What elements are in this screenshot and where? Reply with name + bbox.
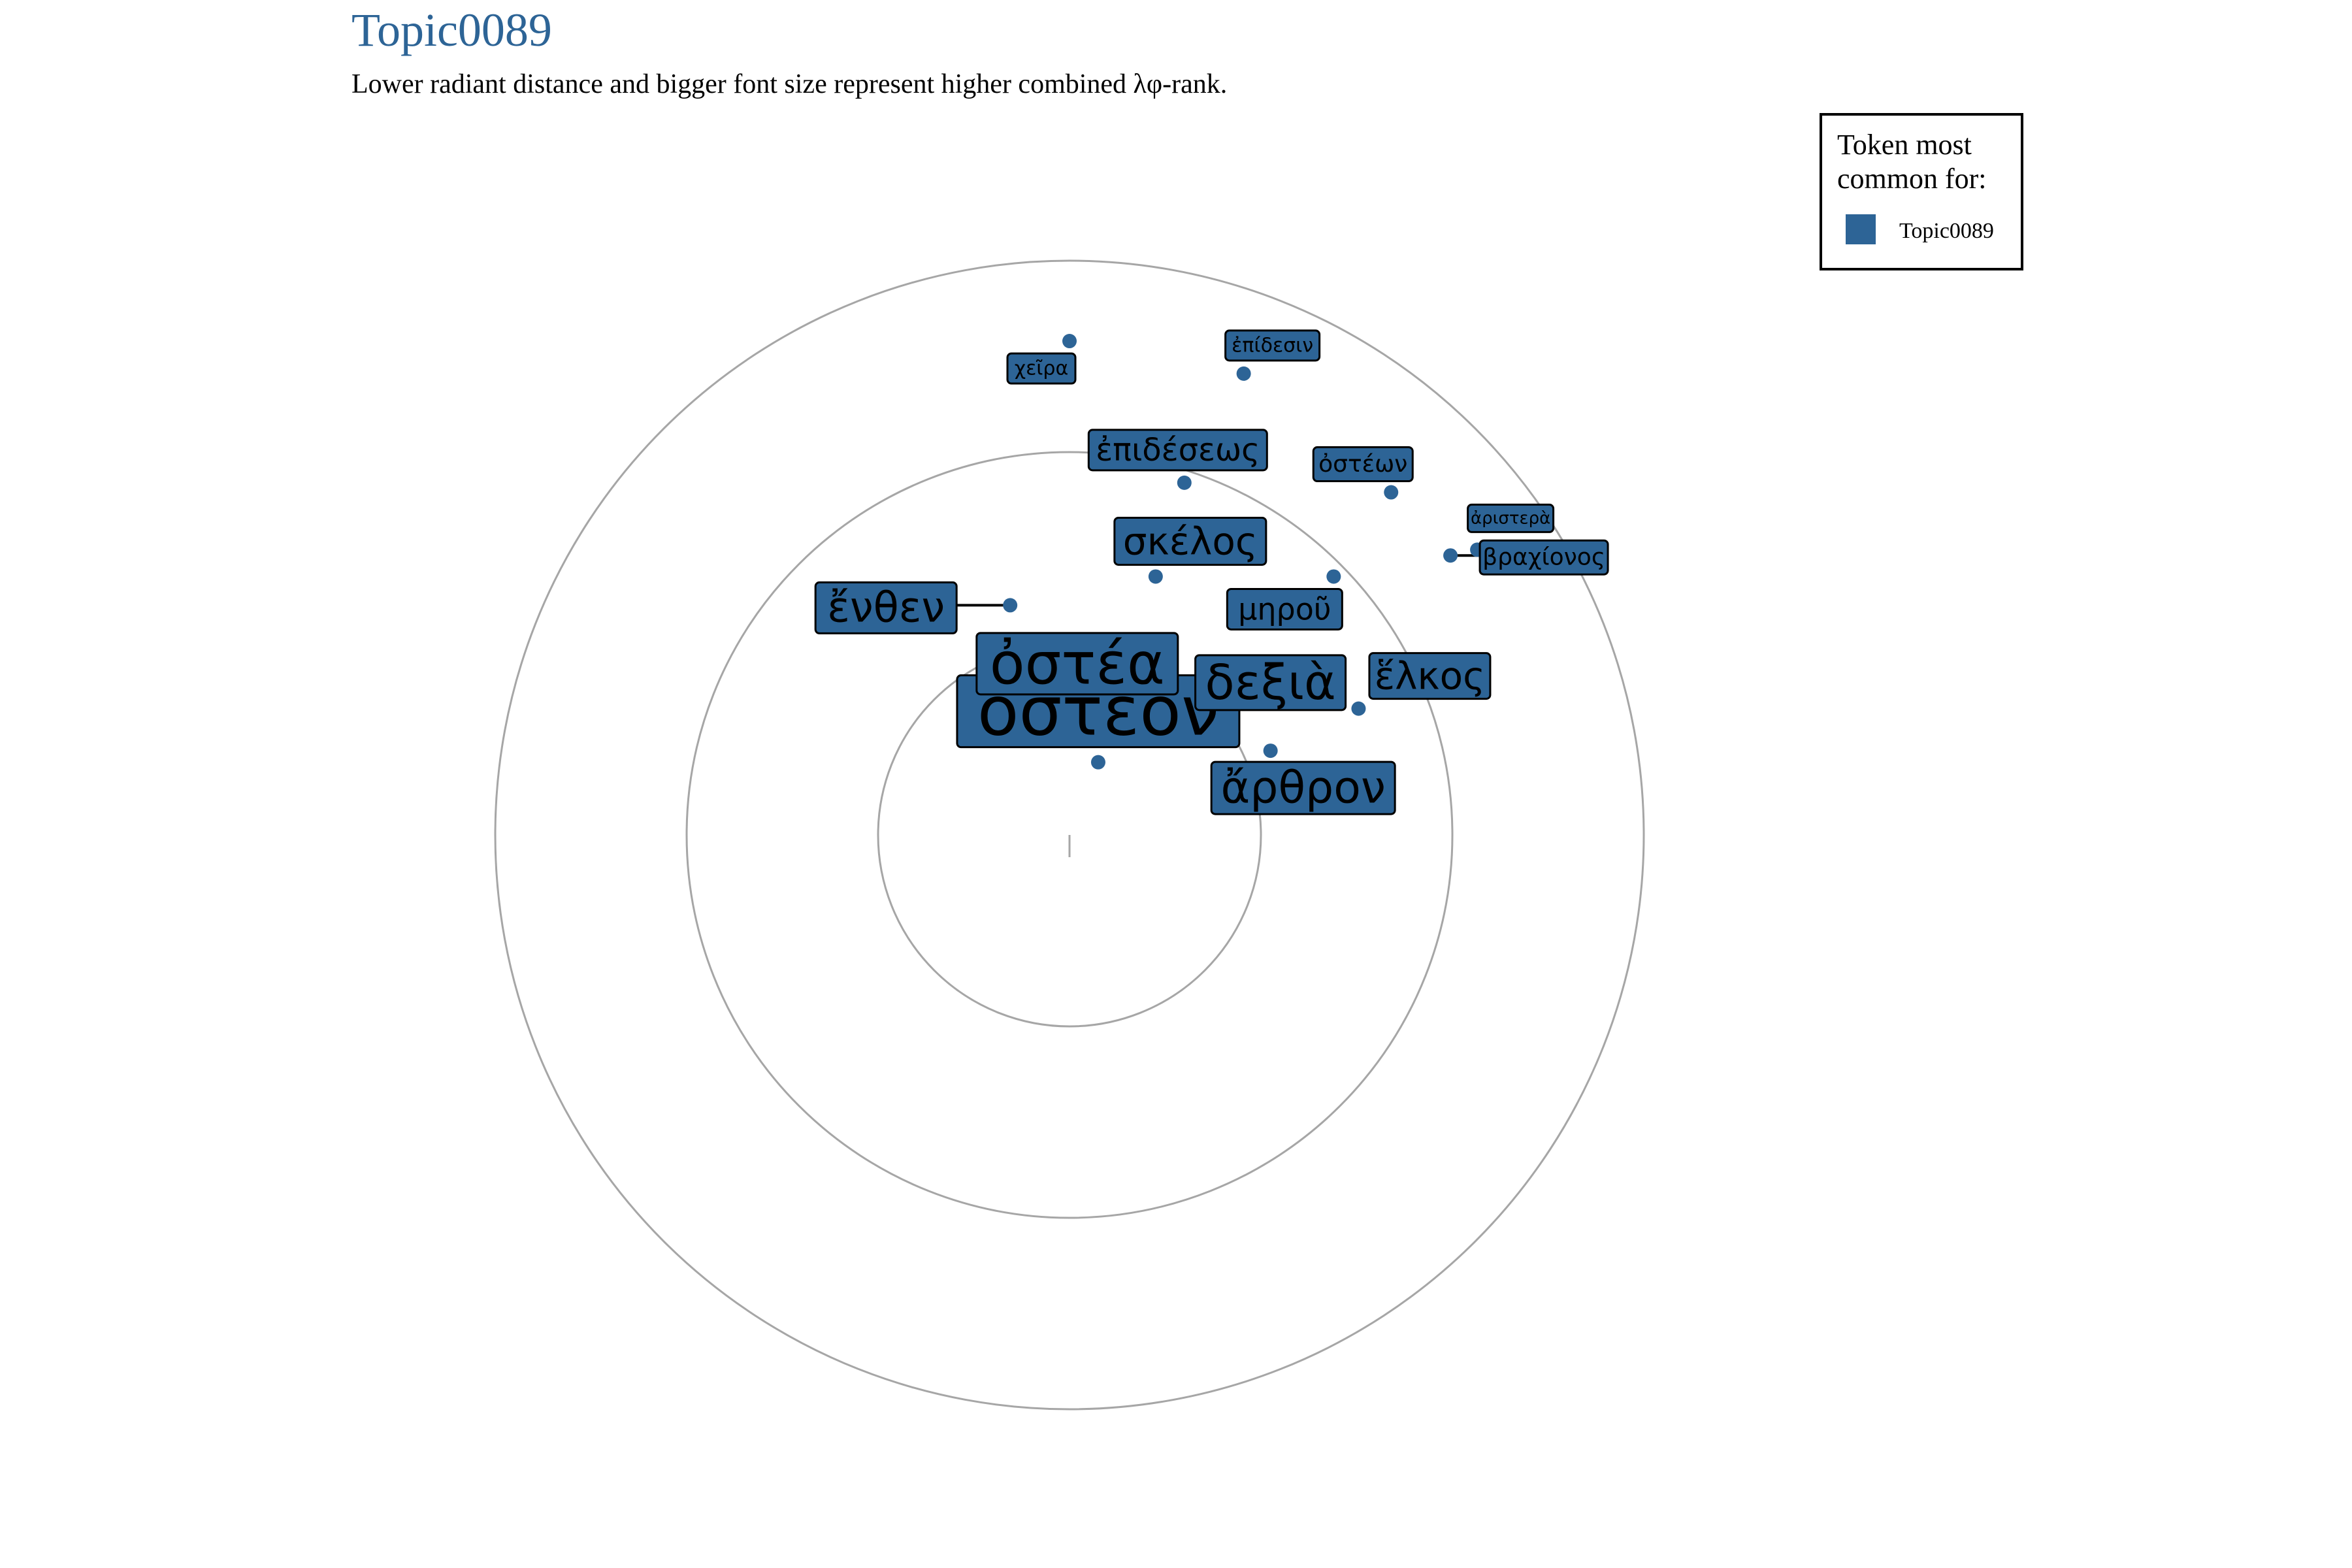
token-label-box xyxy=(1368,652,1492,700)
token-label: ἀριστερὰ xyxy=(1467,503,1555,533)
token-label-text: βραχίονος xyxy=(1482,544,1605,571)
token-point xyxy=(1384,485,1399,500)
token-point xyxy=(1177,475,1192,490)
token-label: δεξιὰ xyxy=(1194,654,1347,711)
token-point xyxy=(1062,334,1077,349)
token-label: σκέλος xyxy=(1113,516,1267,566)
token-label-text: ἄρθρον xyxy=(1220,762,1385,814)
legend-swatch xyxy=(1846,214,1876,244)
token-label: ἐπίδεσιν xyxy=(1224,329,1321,362)
token-label-text: ἔνθεν xyxy=(827,583,945,632)
token-label-text: μηροῦ xyxy=(1238,591,1331,627)
token-label-text: ὀστέων xyxy=(1318,451,1407,478)
token-label: μηροῦ xyxy=(1226,587,1343,630)
token-label-text: ὀστέα xyxy=(990,630,1165,697)
token-label-box xyxy=(1087,429,1268,472)
legend-entry-label: Topic0089 xyxy=(1899,219,1994,243)
token-label-box xyxy=(1478,539,1609,576)
token-point xyxy=(1263,743,1278,759)
token-label-text: σκέλος xyxy=(1123,519,1258,563)
token-label-text: ἐπιδέσεως xyxy=(1096,432,1260,468)
token-label-box xyxy=(1226,587,1343,630)
token-label-text: ἐπίδεσιν xyxy=(1232,334,1313,357)
token-label-text: ἀριστερὰ xyxy=(1471,508,1550,528)
token-label-box xyxy=(1312,446,1414,483)
token-label-box xyxy=(1467,503,1555,533)
token-label-box xyxy=(1113,516,1267,566)
token-point xyxy=(1148,569,1163,584)
token-label: ἔνθεν xyxy=(814,581,958,634)
token-label: ὀστέων xyxy=(1312,446,1414,483)
token-label-box xyxy=(814,581,958,634)
legend-title-line-2: common for: xyxy=(1837,163,1987,195)
token-label: βραχίονος xyxy=(1478,539,1609,576)
token-label: ἕλκος xyxy=(1368,652,1492,700)
token-label-text: ἕλκος xyxy=(1375,654,1485,698)
token-point xyxy=(1443,548,1458,563)
token-label-text: χεῖρα xyxy=(1015,357,1069,380)
token-label-text: δεξιὰ xyxy=(1205,655,1335,711)
legend: Token most common for: Topic0089 xyxy=(1820,113,2023,270)
token-point xyxy=(1090,755,1105,770)
token-point xyxy=(1351,701,1366,716)
legend-title-line-1: Token most xyxy=(1837,129,1972,161)
chart-subtitle: Lower radiant distance and bigger font s… xyxy=(351,69,1227,99)
token-label: χεῖρα xyxy=(1006,352,1077,385)
distance-ring-3 xyxy=(494,259,1645,1411)
token-label-box xyxy=(1210,760,1396,815)
token-label: ὀστέα xyxy=(975,630,1179,697)
token-point xyxy=(1326,569,1341,584)
distance-ring-2 xyxy=(685,451,1454,1219)
token-label: ἐπιδέσεως xyxy=(1087,429,1268,472)
token-point xyxy=(1236,366,1251,381)
token-label: ἄρθρον xyxy=(1210,760,1396,815)
chart-title: Topic0089 xyxy=(351,4,552,56)
token-label-box xyxy=(975,632,1179,696)
token-label-box xyxy=(1006,352,1077,385)
token-label-box xyxy=(1194,654,1347,711)
token-label-box xyxy=(1224,329,1321,362)
token-point xyxy=(1003,598,1018,613)
